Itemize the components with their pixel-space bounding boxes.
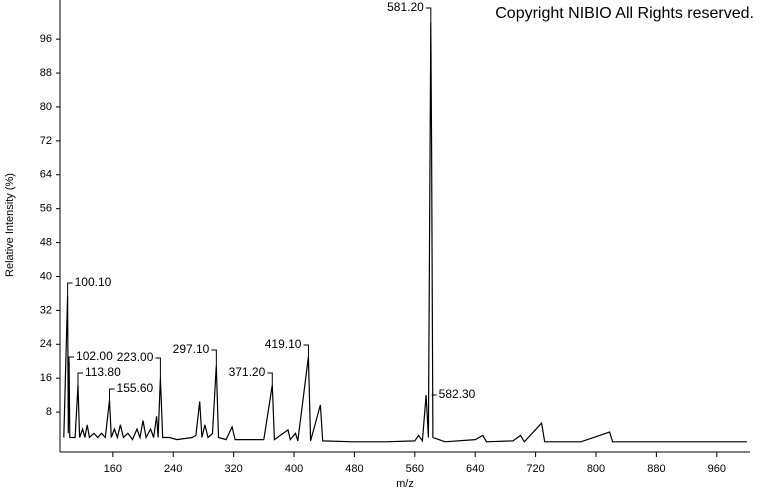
peak-leader — [109, 388, 115, 401]
x-tick-label: 480 — [345, 463, 363, 475]
peak-label: 419.10 — [265, 337, 302, 351]
y-tick-label: 32 — [40, 304, 52, 316]
y-tick-label: 80 — [40, 101, 52, 113]
peak-leader — [155, 357, 161, 379]
peak-leader — [303, 344, 309, 357]
peak-label: 102.00 — [76, 349, 113, 363]
y-tick-label: 8 — [46, 406, 52, 418]
copyright-notice: Copyright NIBIO All Rights reserved. — [495, 5, 754, 22]
x-tick-label: 560 — [406, 463, 424, 475]
y-axis-label: Relative Intensity (%) — [4, 173, 16, 277]
peak-label: 297.10 — [173, 342, 210, 356]
y-tick-label: 56 — [40, 203, 52, 215]
y-tick-label: 64 — [40, 169, 52, 181]
x-axis-label: m/z — [396, 478, 414, 490]
spectrum-line — [63, 22, 747, 443]
x-tick-label: 880 — [647, 463, 665, 475]
x-tick-label: 720 — [526, 463, 544, 475]
peak-leader — [77, 372, 83, 385]
peak-label: 582.30 — [439, 387, 476, 401]
y-tick-label: 96 — [40, 33, 52, 45]
peak-label: 100.10 — [75, 275, 112, 289]
x-tick-label: 800 — [587, 463, 605, 475]
y-tick-label: 40 — [40, 270, 52, 282]
x-tick-label: 240 — [164, 463, 182, 475]
y-tick-label: 24 — [40, 338, 52, 350]
x-tick-label: 320 — [224, 463, 242, 475]
y-tick-label: 88 — [40, 67, 52, 79]
peak-label: 223.00 — [117, 350, 154, 364]
x-tick-label: 640 — [466, 463, 484, 475]
x-tick-label: 960 — [708, 463, 726, 475]
peak-leader — [267, 372, 273, 385]
peak-label: 113.80 — [85, 365, 121, 379]
peak-label: 371.20 — [229, 365, 266, 379]
peak-leader — [67, 282, 73, 296]
peak-label: 155.60 — [117, 381, 154, 395]
x-tick-label: 160 — [104, 463, 122, 475]
y-tick-label: 48 — [40, 236, 52, 248]
peak-leader — [211, 349, 217, 366]
y-tick-label: 16 — [40, 372, 52, 384]
peak-label: 581.20 — [387, 0, 424, 14]
peak-leader — [425, 7, 432, 23]
x-tick-label: 400 — [285, 463, 303, 475]
peak-leader — [68, 356, 75, 362]
y-tick-label: 72 — [40, 135, 52, 147]
